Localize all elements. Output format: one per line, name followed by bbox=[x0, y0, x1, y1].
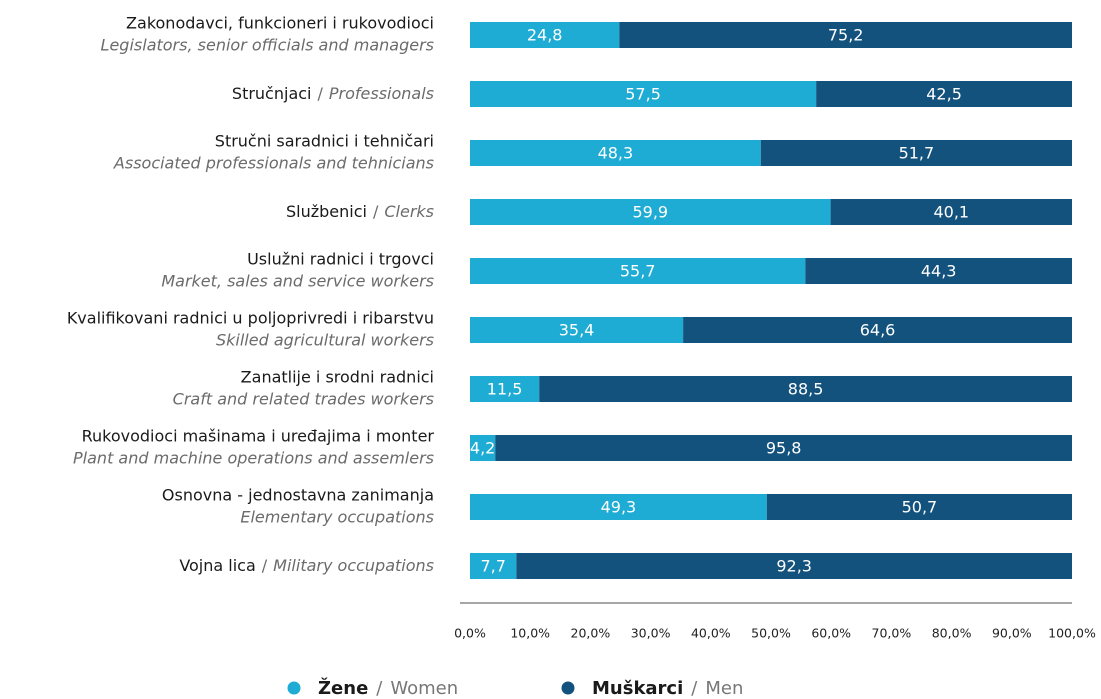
bar-segment bbox=[470, 22, 620, 48]
legend-name: Žene bbox=[318, 677, 368, 699]
category-label-en: Market, sales and service workers bbox=[161, 272, 434, 291]
bar-segment bbox=[470, 258, 806, 284]
category-label: Rukovodioci mašinama i uređajima i monte… bbox=[82, 427, 435, 446]
bar-segment bbox=[805, 258, 1072, 284]
bar-segment bbox=[766, 494, 1072, 520]
value-label: 51,7 bbox=[899, 144, 935, 163]
x-tick-label: 100,0% bbox=[1048, 626, 1096, 641]
value-label: 49,3 bbox=[601, 498, 637, 517]
bar-segment bbox=[816, 81, 1072, 107]
x-tick-label: 20,0% bbox=[571, 626, 611, 641]
value-label: 11,5 bbox=[487, 380, 523, 399]
value-label: 48,3 bbox=[598, 144, 634, 163]
category-label: Vojna lica / Military occupations bbox=[179, 556, 434, 575]
x-tick-label: 70,0% bbox=[872, 626, 912, 641]
value-label: 88,5 bbox=[788, 380, 824, 399]
bar-segment bbox=[470, 435, 496, 461]
bar-segment bbox=[830, 199, 1072, 225]
category-name: Vojna lica bbox=[179, 556, 255, 575]
category-label: Kvalifikovani radnici u poljoprivredi i … bbox=[67, 309, 434, 328]
value-label: 44,3 bbox=[921, 262, 957, 281]
category-name-en: Professionals bbox=[329, 84, 434, 103]
category-label-en: Plant and machine operations and assemle… bbox=[73, 449, 434, 468]
separator: / bbox=[262, 556, 268, 575]
bar-segment bbox=[470, 199, 831, 225]
bar-segment bbox=[539, 376, 1072, 402]
separator: / bbox=[317, 84, 323, 103]
category-label-en: Legislators, senior officials and manage… bbox=[101, 36, 434, 55]
x-tick-label: 30,0% bbox=[631, 626, 671, 641]
x-tick-label: 80,0% bbox=[932, 626, 972, 641]
category-name-en: Clerks bbox=[384, 202, 434, 221]
value-label: 75,2 bbox=[828, 26, 864, 45]
value-label: 35,4 bbox=[559, 321, 595, 340]
category-label: Stručni saradnici i tehničari bbox=[215, 132, 434, 151]
category-label: Uslužni radnici i trgovci bbox=[247, 250, 434, 269]
category-label: Zakonodavci, funkcioneri i rukovodioci bbox=[126, 14, 434, 33]
value-label: 40,1 bbox=[933, 203, 969, 222]
bar-segment bbox=[470, 553, 517, 579]
bar-segment bbox=[470, 317, 684, 343]
x-tick-label: 40,0% bbox=[691, 626, 731, 641]
value-label: 4,2 bbox=[470, 439, 495, 458]
category-name-en: Military occupations bbox=[273, 556, 434, 575]
category-label-en: Skilled agricultural workers bbox=[216, 331, 434, 350]
bar-segment bbox=[619, 22, 1072, 48]
x-tick-label: 60,0% bbox=[811, 626, 851, 641]
legend-marker bbox=[287, 681, 301, 695]
bar-segment bbox=[470, 81, 817, 107]
bar-segment bbox=[470, 376, 540, 402]
bar-segment bbox=[760, 140, 1072, 166]
separator: / bbox=[373, 202, 379, 221]
separator: / bbox=[376, 678, 383, 699]
legend-name-en: Men bbox=[705, 678, 743, 699]
value-label: 50,7 bbox=[902, 498, 938, 517]
x-tick-label: 10,0% bbox=[510, 626, 550, 641]
category-name: Stručnjaci bbox=[232, 84, 312, 103]
legend-name: Muškarci bbox=[592, 678, 683, 699]
value-label: 95,8 bbox=[766, 439, 802, 458]
legend-marker bbox=[561, 681, 575, 695]
x-tick-label: 50,0% bbox=[751, 626, 791, 641]
value-label: 64,6 bbox=[860, 321, 896, 340]
value-label: 57,5 bbox=[625, 85, 661, 104]
bar-segment bbox=[470, 140, 761, 166]
legend-label: Žene / Women bbox=[318, 677, 458, 699]
value-label: 92,3 bbox=[776, 557, 812, 576]
bar-segment bbox=[470, 494, 767, 520]
category-label-en: Craft and related trades workers bbox=[173, 390, 434, 409]
bar-segment bbox=[516, 553, 1072, 579]
category-label: Službenici / Clerks bbox=[286, 202, 434, 221]
value-label: 24,8 bbox=[527, 26, 563, 45]
separator: / bbox=[691, 678, 698, 699]
category-label: Osnovna - jednostavna zanimanja bbox=[162, 486, 434, 505]
category-label: Stručnjaci / Professionals bbox=[232, 84, 434, 103]
x-tick-label: 90,0% bbox=[992, 626, 1032, 641]
category-label-en: Elementary occupations bbox=[240, 508, 434, 527]
value-label: 42,5 bbox=[926, 85, 962, 104]
value-label: 59,9 bbox=[632, 203, 668, 222]
bar-segment bbox=[495, 435, 1072, 461]
category-name: Službenici bbox=[286, 202, 367, 221]
value-label: 7,7 bbox=[480, 557, 505, 576]
legend-label: Muškarci / Men bbox=[592, 678, 743, 699]
category-label: Zanatlije i srodni radnici bbox=[241, 368, 434, 387]
category-label-en: Associated professionals and tehnicians bbox=[113, 154, 434, 173]
value-label: 55,7 bbox=[620, 262, 656, 281]
x-tick-label: 0,0% bbox=[454, 626, 486, 641]
bar-segment bbox=[683, 317, 1072, 343]
legend-name-en: Women bbox=[390, 678, 458, 699]
